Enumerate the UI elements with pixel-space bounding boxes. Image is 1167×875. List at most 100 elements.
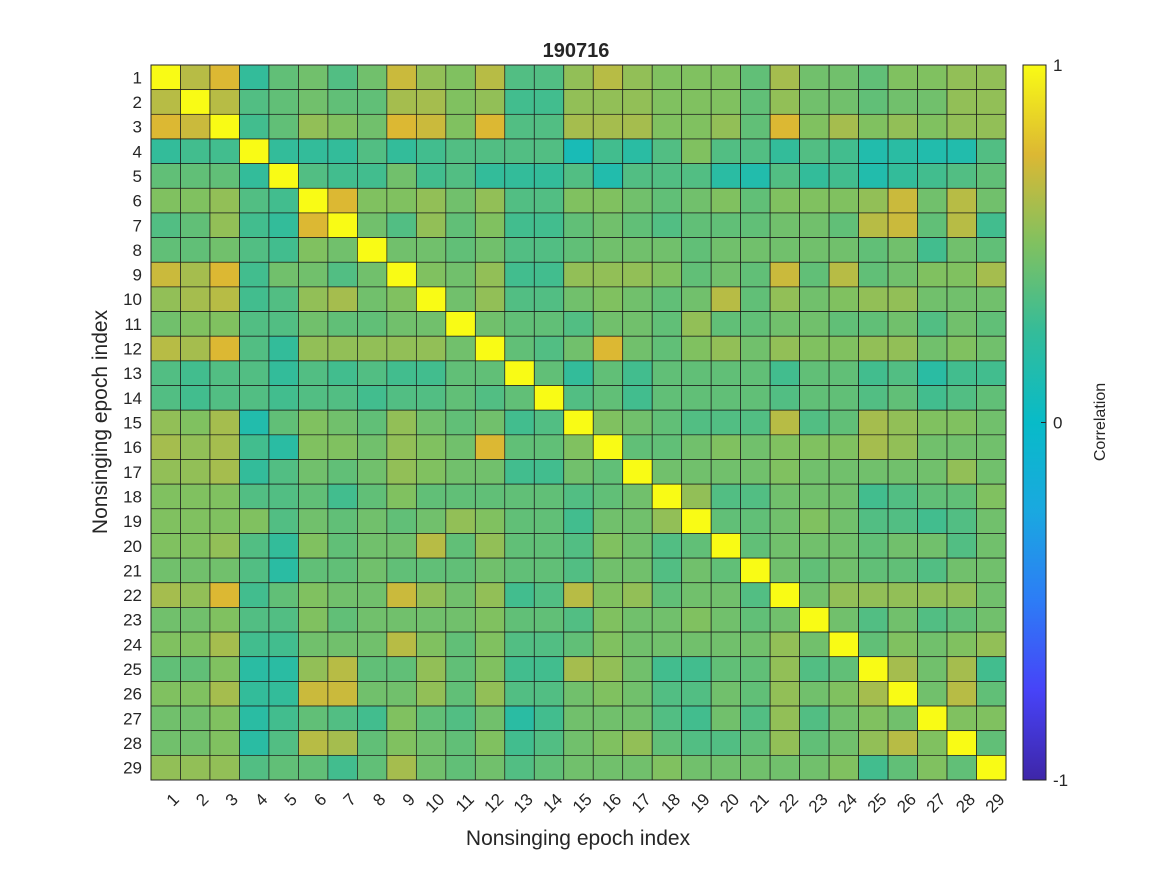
heatmap-cell [946,237,977,263]
heatmap-cell [180,409,211,436]
heatmap-cell [917,237,948,263]
heatmap-cell [415,360,447,386]
heatmap-cell [563,89,594,115]
heatmap-cell [592,163,624,189]
heatmap-cell [740,89,771,115]
heatmap-cell [239,360,270,386]
heatmap-cell [415,681,447,707]
heatmap-cell [799,311,830,337]
heatmap-cell [239,311,270,337]
heatmap-cell [239,89,270,115]
heatmap-cell [357,360,388,386]
heatmap-cell [415,434,447,460]
heatmap-cell [327,533,358,559]
heatmap-cell [799,335,830,362]
heatmap-cell [298,656,329,682]
heatmap-cell [828,286,859,312]
heatmap-cell [828,138,859,164]
heatmap-cell [976,459,1007,485]
heatmap-cell [917,212,948,238]
heatmap-cell [504,385,535,411]
heatmap-cell [681,360,712,386]
heatmap-cell [946,434,977,460]
heatmap-cell [976,237,1007,263]
heatmap-cell [504,754,535,781]
heatmap-cell [504,163,535,189]
heatmap-cell [651,212,683,238]
heatmap-cell [976,311,1007,337]
heatmap-cell [887,557,918,584]
heatmap-cell [681,631,712,658]
heatmap-cell [180,754,211,781]
x-tick-label: 10 [422,790,449,817]
heatmap-cell [592,582,624,608]
heatmap-cell [769,163,800,189]
heatmap-cell [622,113,653,140]
heatmap-cell [858,730,889,756]
heatmap-cell [769,607,800,633]
heatmap-cell [858,483,889,510]
heatmap-cell [209,409,240,436]
heatmap-cell [445,730,476,756]
heatmap-cell [180,385,211,411]
heatmap-cell [917,163,948,189]
heatmap-cell [357,533,388,559]
heatmap-cell [445,212,476,238]
colorbar-tick-label: -1 [1053,771,1068,790]
heatmap-cell [651,730,683,756]
heatmap-cell [917,434,948,460]
heatmap-cell [887,631,918,658]
heatmap-cell [504,459,535,485]
heatmap-cell [533,113,565,140]
heatmap-cell [445,138,476,164]
heatmap-cell [298,754,329,781]
x-tick-label: 14 [539,790,566,817]
x-tick-label: 1 [163,790,183,810]
heatmap-cell [681,681,712,707]
x-tick-label: 17 [628,790,655,817]
heatmap-cell [445,705,476,732]
heatmap-cell [681,409,712,436]
heatmap-cell [828,508,859,534]
heatmap-cell [504,533,535,559]
heatmap-cell [504,89,535,115]
heatmap-cell [799,212,830,238]
heatmap-cell [180,557,211,584]
heatmap-cell [209,483,240,510]
heatmap-cell [592,64,624,91]
heatmap-cell [887,385,918,411]
heatmap-cell [415,89,447,115]
heatmap-cell [298,237,329,263]
heatmap-cell [828,483,859,510]
heatmap-cell [474,754,506,781]
heatmap-cell [298,730,329,756]
heatmap-cell [769,311,800,337]
y-tick-label: 22 [123,586,142,605]
y-tick-label: 7 [133,216,142,235]
heatmap-cell [563,163,594,189]
heatmap-cell [917,681,948,707]
heatmap-cell [976,483,1007,510]
heatmap-cell [357,212,388,238]
heatmap-cell [445,237,476,263]
heatmap-cell [828,311,859,337]
heatmap-cell [445,582,476,608]
heatmap-cell [563,557,594,584]
heatmap-cell [858,754,889,781]
heatmap-cell [357,483,388,510]
heatmap-cell [769,237,800,263]
heatmap-cell [209,163,240,189]
heatmap-cell [239,212,270,238]
heatmap-cell [327,113,358,140]
heatmap-cell [769,187,800,214]
heatmap-cell [858,459,889,485]
y-tick-label: 14 [123,389,142,408]
heatmap-cell [180,459,211,485]
heatmap-cell [799,582,830,608]
heatmap-cell [858,89,889,115]
heatmap-cell [209,681,240,707]
heatmap-cell [386,89,417,115]
heatmap-cell [533,607,565,633]
heatmap-cell [357,138,388,164]
heatmap-cell [769,212,800,238]
